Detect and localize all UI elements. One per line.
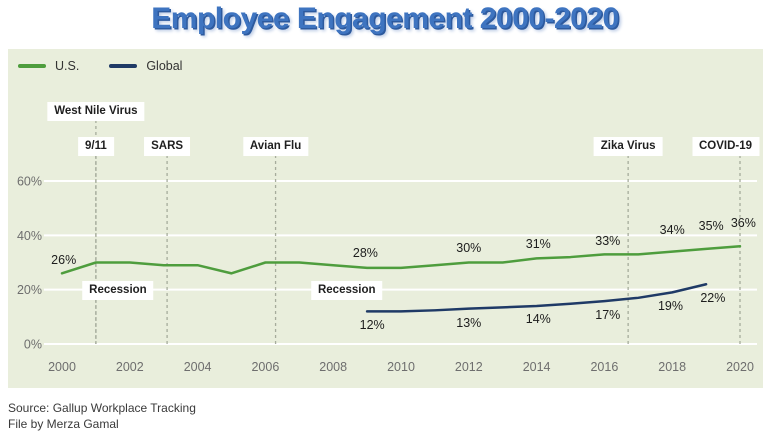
chart-footer: Source: Gallup Workplace Tracking File b… <box>8 400 196 432</box>
legend-label-us: U.S. <box>55 59 80 73</box>
series-line-us <box>60 244 742 275</box>
chart-panel: 0% 20% 40% 60% 2000 2002 2004 2006 2008 2010 2012 2… <box>8 49 763 388</box>
x-axis-tick-label: 2010 <box>387 360 415 374</box>
legend-item-us: U.S. <box>18 59 79 73</box>
series-line-global <box>365 282 708 313</box>
x-axis-tick-label: 2012 <box>455 360 483 374</box>
global-line-swatch-icon <box>109 64 138 68</box>
file-credit: File by Merza Gamal <box>8 417 119 431</box>
x-axis-tick-label: 2004 <box>184 360 212 374</box>
x-axis-tick-label: 2002 <box>116 360 144 374</box>
page-title: Employee Engagement 2000-2020 <box>151 2 619 35</box>
x-axis-tick-label: 2018 <box>658 360 686 374</box>
y-axis-tick-label: 20% <box>17 283 42 297</box>
x-axis-tick-label: 2020 <box>726 360 754 374</box>
x-axis-tick-label: 2008 <box>319 360 347 374</box>
x-axis-tick-label: 2000 <box>48 360 76 374</box>
legend-item-global: Global <box>109 59 182 73</box>
y-axis-tick-label: 40% <box>17 229 42 243</box>
x-axis-tick-label: 2006 <box>251 360 279 374</box>
us-line-swatch-icon <box>18 64 46 68</box>
chart-legend: U.S. Global <box>18 59 182 73</box>
x-axis-tick-label: 2016 <box>590 360 618 374</box>
line-chart: 0% 20% 40% 60% 2000 2002 2004 2006 2008 2010 2012 2… <box>17 120 757 374</box>
y-axis-tick-label: 0% <box>24 338 42 352</box>
legend-label-global: Global <box>146 59 183 73</box>
y-axis-tick-label: 60% <box>17 174 42 188</box>
x-axis-tick-label: 2014 <box>523 360 551 374</box>
source-credit: Source: Gallup Workplace Tracking <box>8 401 196 415</box>
